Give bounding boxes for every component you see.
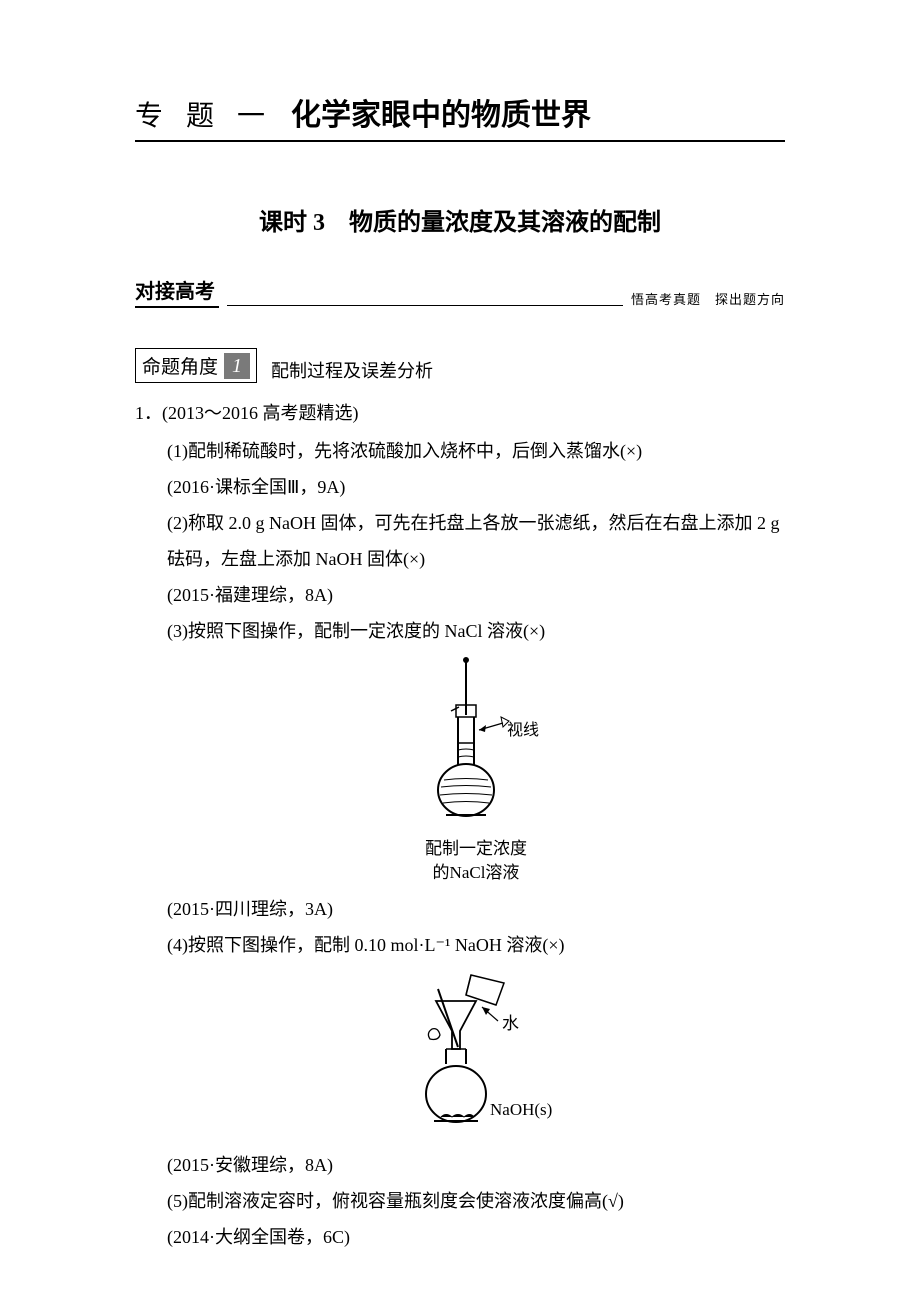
item-4-source: (2015·安徽理综，8A) xyxy=(167,1147,785,1183)
figure-2: 水 NaOH(s) xyxy=(167,969,785,1141)
item-2-source: (2015·福建理综，8A) xyxy=(167,577,785,613)
section-slogan: 悟高考真题 探出题方向 xyxy=(631,289,785,308)
divider xyxy=(227,305,623,306)
topic-title: 化学家眼中的物质世界 xyxy=(291,90,591,134)
item-3-source: (2015·四川理综，3A) xyxy=(167,891,785,927)
flask-diagram-icon: 视线 xyxy=(411,655,541,825)
item-5-source: (2014·大纲全国卷，6C) xyxy=(167,1219,785,1255)
item-4-text: (4)按照下图操作，配制 0.10 mol·L⁻¹ NaOH 溶液(×) xyxy=(167,927,785,963)
section-bar: 对接高考 悟高考真题 探出题方向 xyxy=(135,273,785,308)
question-stem: 1．(2013～2016 高考题精选) xyxy=(135,399,785,425)
angle-box: 命题角度 1 xyxy=(135,348,257,383)
funnel-flask-icon: 水 NaOH(s) xyxy=(386,969,566,1129)
topic-header: 专 题 一 化学家眼中的物质世界 xyxy=(135,90,785,142)
sight-label: 视线 xyxy=(507,721,539,739)
question-number: 1． xyxy=(135,403,162,423)
figure-1-caption-l2: 的NaCl溶液 xyxy=(167,861,785,885)
lesson-title: 课时 3 物质的量浓度及其溶液的配制 xyxy=(135,202,785,237)
item-1-source: (2016·课标全国Ⅲ，9A) xyxy=(167,469,785,505)
angle-title: 配制过程及误差分析 xyxy=(271,349,433,383)
figure-1-caption-l1: 配制一定浓度 xyxy=(167,837,785,861)
solid-label: NaOH(s) xyxy=(490,1100,552,1119)
angle-number: 1 xyxy=(224,353,250,379)
figure-1: 视线 配制一定浓度 的NaCl溶液 xyxy=(167,655,785,885)
topic-label: 专 题 一 xyxy=(135,94,273,134)
question-range: (2013～2016 高考题精选) xyxy=(162,403,359,423)
item-1-text: (1)配制稀硫酸时，先将浓硫酸加入烧杯中，后倒入蒸馏水(×) xyxy=(167,433,785,469)
water-label: 水 xyxy=(502,1014,519,1033)
angle-heading: 命题角度 1 配制过程及误差分析 xyxy=(135,348,785,383)
question-body: (1)配制稀硫酸时，先将浓硫酸加入烧杯中，后倒入蒸馏水(×) (2016·课标全… xyxy=(135,433,785,1255)
angle-box-label: 命题角度 xyxy=(142,352,218,379)
section-label: 对接高考 xyxy=(135,273,219,308)
item-2-text: (2)称取 2.0 g NaOH 固体，可先在托盘上各放一张滤纸，然后在右盘上添… xyxy=(167,505,785,577)
item-3-text: (3)按照下图操作，配制一定浓度的 NaCl 溶液(×) xyxy=(167,613,785,649)
item-5-text: (5)配制溶液定容时，俯视容量瓶刻度会使溶液浓度偏高(√) xyxy=(167,1183,785,1219)
